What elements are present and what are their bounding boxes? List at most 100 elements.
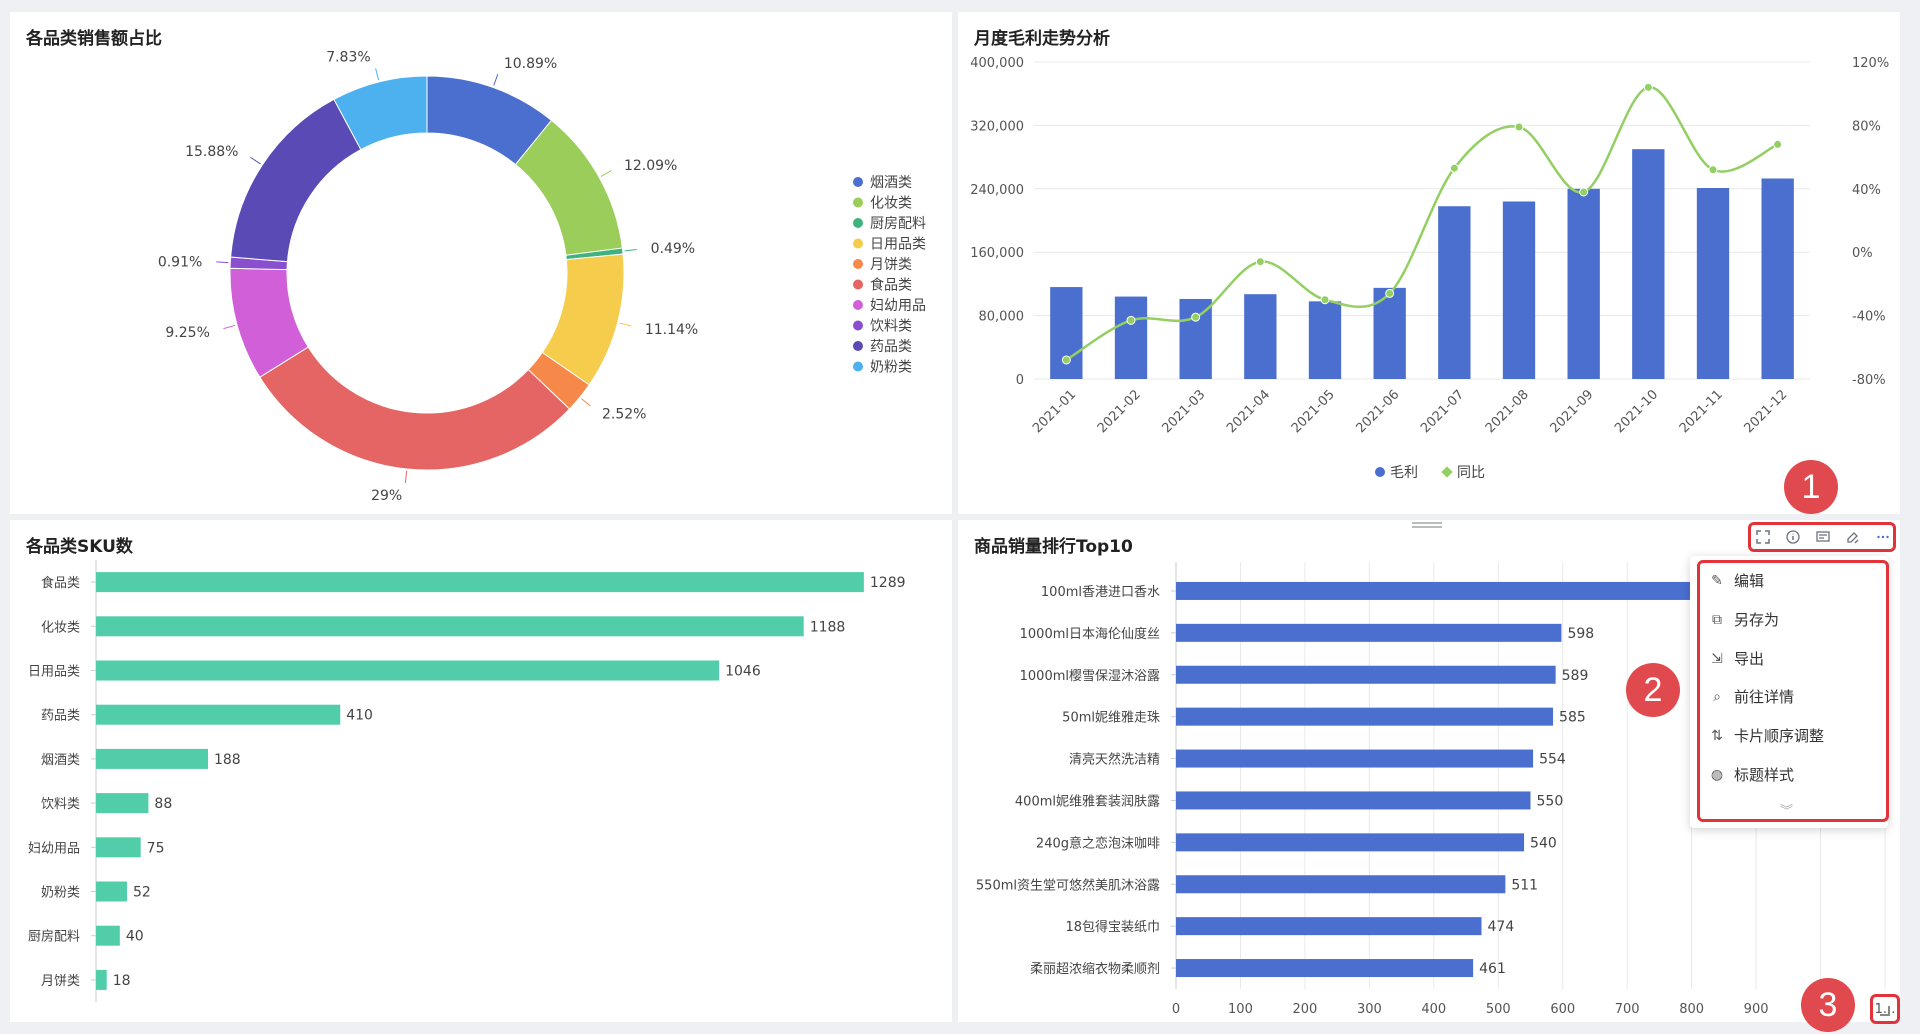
- data-label: 550: [1537, 793, 1564, 809]
- yoy-point: [1061, 355, 1071, 365]
- fullscreen-icon[interactable]: [1752, 526, 1774, 548]
- legend-label: 饮料类: [870, 319, 912, 335]
- x-tick-label: 2021-05: [1289, 387, 1338, 436]
- y-tick-label: 厨房配料: [28, 929, 80, 945]
- resize-highlight: [1870, 994, 1900, 1024]
- x-tick-label: 200: [1292, 1002, 1317, 1017]
- x-tick-label: 2021-06: [1353, 387, 1402, 436]
- data-label: 540: [1530, 835, 1557, 851]
- legend-marker: [853, 341, 863, 351]
- legend-marker: [853, 320, 863, 331]
- top10-bar: [1176, 875, 1506, 894]
- pie-label-line: [223, 324, 236, 330]
- legend-label: 药品类: [870, 339, 912, 355]
- x-tick-label: 600: [1550, 1002, 1575, 1017]
- menu-item-edit[interactable]: ✎ 编辑: [1708, 570, 1764, 591]
- top10-bar: [1176, 791, 1531, 810]
- top10-bar: [1176, 749, 1534, 768]
- reorder-icon: ⇅: [1711, 727, 1723, 744]
- y-right-tick-label: -80%: [1852, 373, 1886, 388]
- save-as-icon: ⧉: [1712, 611, 1722, 628]
- filter-icon[interactable]: [1812, 526, 1834, 548]
- pie-data-label: 2.52%: [602, 407, 646, 423]
- pie-slice: [230, 98, 362, 263]
- menu-item-title-style[interactable]: ◍ 标题样式: [1708, 764, 1794, 785]
- export-icon: ⇲: [1711, 650, 1723, 667]
- y-tick-label: 清亮天然洗洁精: [1069, 752, 1160, 768]
- profit-bar: [1244, 294, 1277, 379]
- top10-bar: [1176, 959, 1474, 978]
- toolbar-highlight: [1748, 522, 1896, 552]
- top10-bar: [1176, 917, 1482, 936]
- yoy-line: [1065, 86, 1779, 362]
- menu-item-reorder[interactable]: ⇅ 卡片顺序调整: [1708, 725, 1824, 746]
- x-tick-label: 2021-07: [1418, 387, 1467, 436]
- y-tick-label: 月饼类: [41, 974, 80, 989]
- data-label: 52: [133, 885, 151, 901]
- data-label: 410: [346, 708, 373, 724]
- x-tick-label: 2021-10: [1612, 387, 1661, 436]
- y-left-tick-label: 240,000: [970, 183, 1024, 198]
- more-icon[interactable]: [1872, 526, 1894, 548]
- pie-slice: [333, 75, 428, 151]
- x-tick-label: 400: [1421, 1002, 1446, 1017]
- legend-marker: [853, 279, 863, 290]
- x-tick-label: 1...: [1875, 1002, 1896, 1017]
- drag-handle[interactable]: [1412, 522, 1442, 528]
- y-right-tick-label: 120%: [1852, 56, 1889, 71]
- x-tick-label: 2021-08: [1483, 387, 1532, 436]
- sku-bar: [96, 748, 208, 769]
- sku-card-title: 各品类SKU数: [26, 537, 133, 557]
- yoy-point: [1320, 295, 1330, 305]
- data-label: 88: [154, 796, 172, 812]
- top10-bar: [1176, 707, 1554, 726]
- data-label: 40: [126, 929, 144, 945]
- profit-bar: [1179, 298, 1212, 379]
- legend-label: 妇幼用品: [870, 297, 926, 314]
- callout-badge-3: 3: [1801, 978, 1855, 1032]
- y-left-tick-label: 400,000: [970, 56, 1024, 71]
- menu-item-details[interactable]: ⌕ 前往详情: [1708, 686, 1794, 707]
- data-label: 474: [1488, 919, 1515, 935]
- paint-icon[interactable]: [1842, 526, 1864, 548]
- data-label: 589: [1562, 668, 1589, 684]
- chevron-double-down-icon[interactable]: ︾: [1780, 804, 1794, 819]
- y-tick-label: 药品类: [41, 709, 80, 724]
- card-toolbar: [1752, 526, 1894, 548]
- legend-marker: [853, 238, 863, 249]
- menu-item-label: 导出: [1734, 650, 1765, 668]
- profit-bar: [1696, 188, 1730, 379]
- y-tick-label: 饮料类: [41, 797, 80, 812]
- pie-card: 各品类销售额占比 10.89% 12.09% 0.49% 11.14% 2.52% 29%…: [10, 12, 952, 514]
- y-right-tick-label: 40%: [1852, 183, 1881, 198]
- pie-data-label: 9.25%: [165, 325, 209, 341]
- sku-bar: [96, 660, 720, 681]
- menu-item-save-as[interactable]: ⧉ 另存为: [1708, 609, 1779, 630]
- legend-marker: [853, 300, 863, 310]
- yoy-point: [1643, 82, 1653, 92]
- resize-handle-icon[interactable]: [1880, 1006, 1890, 1016]
- top10-bar: [1176, 665, 1556, 684]
- y-tick-label: 烟酒类: [41, 753, 80, 768]
- x-tick-label: 2021-03: [1159, 387, 1208, 436]
- info-icon[interactable]: [1782, 526, 1804, 548]
- y-tick-label: 100ml香港进口香水: [1041, 585, 1160, 600]
- yoy-point: [1579, 187, 1589, 197]
- legend-label: 烟酒类: [870, 175, 912, 191]
- pie-card-title: 各品类销售额占比: [26, 29, 162, 49]
- top10-bar: [1176, 581, 1695, 600]
- x-tick-label: 2021-12: [1741, 387, 1790, 436]
- sku-bar: [96, 925, 120, 946]
- yoy-point: [1514, 122, 1524, 132]
- legend-marker: [1375, 467, 1385, 477]
- data-label: 75: [147, 840, 165, 856]
- y-tick-label: 50ml妮维雅走珠: [1062, 711, 1160, 726]
- legend-label: 化妆类: [870, 196, 912, 212]
- data-label: 1046: [725, 664, 761, 680]
- data-label: 188: [214, 752, 241, 768]
- y-tick-label: 18包得宝装纸巾: [1065, 919, 1160, 935]
- menu-item-export[interactable]: ⇲ 导出: [1708, 648, 1764, 669]
- x-tick-label: 0: [1172, 1002, 1180, 1017]
- data-label: 511: [1511, 877, 1538, 893]
- pie-chart: 10.89% 12.09% 0.49% 11.14% 2.52% 29% 9.25% 0.91…: [158, 50, 926, 504]
